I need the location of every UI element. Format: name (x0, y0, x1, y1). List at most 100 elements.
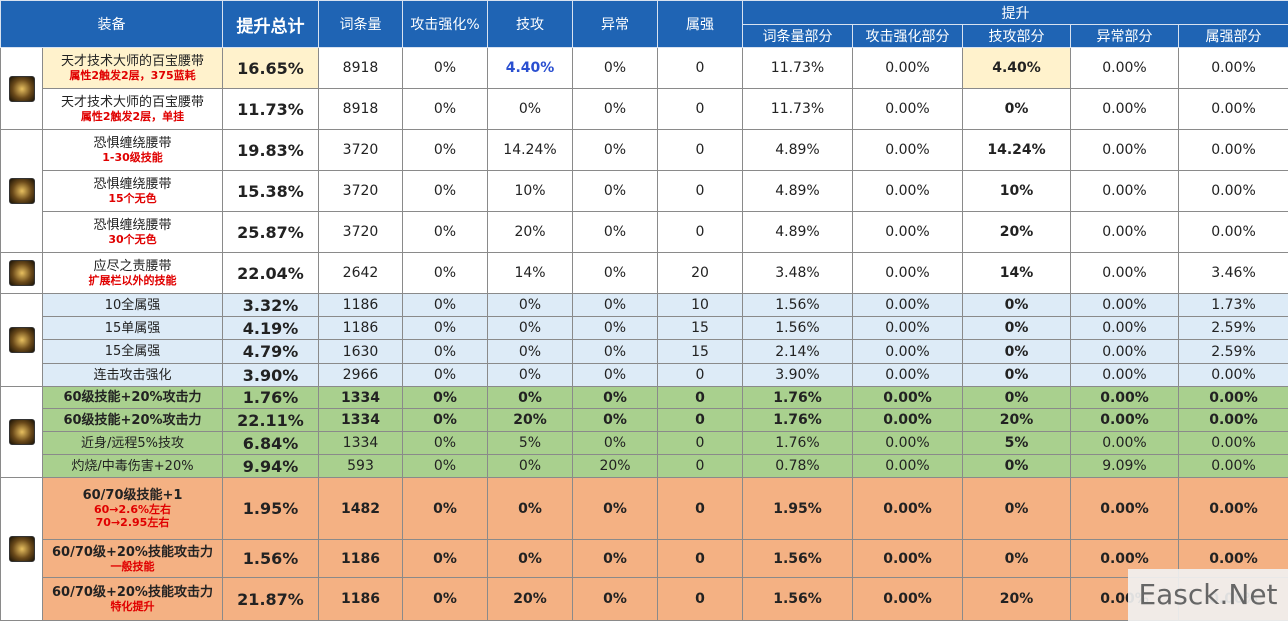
value-cell: 0% (572, 577, 658, 621)
value-cell: 0.00% (1177, 431, 1288, 455)
value-cell: 0% (572, 170, 658, 212)
header-cell: 词条量部分 (742, 24, 853, 48)
value-cell: 0% (962, 454, 1071, 478)
value-cell: 21.87% (222, 577, 319, 621)
value-cell: 0.00% (1070, 431, 1179, 455)
value-cell: 2.14% (742, 339, 853, 364)
value-cell: 1.95% (222, 477, 319, 540)
value-cell: 6.84% (222, 431, 319, 455)
value-cell: 0 (657, 170, 743, 212)
value-cell: 0.00% (1177, 129, 1288, 171)
value-cell: 1186 (318, 293, 403, 317)
item-name: 恐惧缠绕腰带 (93, 218, 172, 233)
table-row: 恐惧缠绕腰带 1-30级技能 19.83% 3720 0% 14.24% 0% 0 4.89% 0… (0, 129, 1288, 253)
value-cell: 0 (657, 47, 743, 89)
name-cell: 应尽之责腰带 扩展栏以外的技能 (42, 252, 223, 294)
item-icon (8, 75, 35, 102)
value-cell: 0.00% (852, 408, 963, 432)
value-cell: 1334 (318, 408, 403, 432)
value-cell: 0% (402, 47, 488, 89)
value-cell: 14% (962, 252, 1071, 294)
table-row: 恐惧缠绕腰带 30个无色 25.87% 3720 0% 20% 0% 0 4.89% 0.00% 2… (0, 211, 1288, 253)
value-cell: 0% (572, 363, 658, 387)
value-cell: 0.00% (852, 88, 963, 130)
value-cell: 0% (572, 129, 658, 171)
value-cell: 0.00% (1070, 477, 1179, 540)
value-cell: 0.00% (1070, 129, 1179, 171)
value-cell: 0.00% (852, 431, 963, 455)
name-cell: 恐惧缠绕腰带 15个无色 (42, 170, 223, 212)
value-cell: 0.00% (1177, 88, 1288, 130)
item-note: 1-30级技能 (102, 151, 163, 164)
item-name: 60/70级+20%技能攻击力 (52, 585, 213, 600)
table-row: 10全属强 3.32% 1186 0% 0% 0% 10 1.56% 0.00% 0% 0.00% 1… (0, 293, 1288, 387)
value-cell: 22.11% (222, 408, 319, 432)
value-cell: 9.94% (222, 454, 319, 478)
value-cell: 0% (402, 129, 488, 171)
value-cell: 1.76% (742, 386, 853, 409)
value-cell: 0.00% (1177, 211, 1288, 253)
name-cell: 灼烧/中毒伤害+20% (42, 454, 223, 478)
value-cell: 0% (402, 477, 488, 540)
value-cell: 15.38% (222, 170, 319, 212)
table-row: 60级技能+20%攻击力 22.11% 1334 0% 20% 0% 0 1.76% 0.00%… (0, 408, 1288, 432)
value-cell: 0% (487, 293, 573, 317)
table-row: 60/70级+20%技能攻击力 特化提升 21.87% 1186 0% 20% 0% 0 1.5… (0, 577, 1288, 621)
value-cell: 20% (962, 408, 1071, 432)
value-cell: 0% (962, 88, 1071, 130)
value-cell: 0% (487, 316, 573, 340)
value-cell: 4.40% (487, 47, 573, 89)
value-cell: 0.00% (1070, 252, 1179, 294)
value-cell: 15 (657, 316, 743, 340)
value-cell: 1.56% (222, 539, 319, 578)
item-note: 30个无色 (108, 233, 157, 246)
value-cell: 0% (487, 454, 573, 478)
value-cell: 2966 (318, 363, 403, 387)
value-cell: 0% (962, 316, 1071, 340)
value-cell: 1630 (318, 339, 403, 364)
value-cell: 0.00% (852, 477, 963, 540)
value-cell: 0.00% (852, 252, 963, 294)
item-note: 一般技能 (110, 559, 155, 573)
item-icon (8, 178, 35, 204)
item-name: 恐惧缠绕腰带 (93, 177, 172, 192)
value-cell: 0% (572, 47, 658, 89)
value-cell: 0.00% (1070, 339, 1179, 364)
item-name: 近身/远程5%技攻 (80, 435, 184, 451)
value-cell: 3720 (318, 211, 403, 253)
value-cell: 0.00% (1070, 316, 1179, 340)
value-cell: 0% (402, 577, 488, 621)
item-name: 应尽之责腰带 (93, 259, 172, 274)
value-cell: 0.00% (852, 339, 963, 364)
value-cell: 1.73% (1177, 293, 1288, 317)
value-cell: 0% (487, 386, 573, 409)
value-cell: 3720 (318, 170, 403, 212)
value-cell: 3720 (318, 129, 403, 171)
name-cell: 60/70级+20%技能攻击力 一般技能 (42, 539, 223, 578)
value-cell: 20% (572, 454, 658, 478)
item-name: 60级技能+20%攻击力 (63, 390, 202, 405)
value-cell: 0% (402, 252, 488, 294)
value-cell: 0% (487, 363, 573, 387)
value-cell: 11.73% (742, 88, 853, 130)
value-cell: 0.00% (1177, 363, 1288, 387)
value-cell: 0% (572, 431, 658, 455)
value-cell: 1334 (318, 431, 403, 455)
header-cell: 装备 (0, 0, 223, 48)
icon-cell (0, 47, 43, 130)
header-cell: 异常 (572, 0, 658, 48)
value-cell: 0.00% (1070, 211, 1179, 253)
value-cell: 0% (962, 293, 1071, 317)
value-cell: 0.00% (852, 211, 963, 253)
value-cell: 0% (402, 539, 488, 578)
table-row: 60级技能+20%攻击力 1.76% 1334 0% 0% 0% 0 1.76% 0.00% 0%… (0, 386, 1288, 478)
value-cell: 0 (657, 577, 743, 621)
value-cell: 0 (657, 363, 743, 387)
name-cell: 连击攻击强化 (42, 363, 223, 387)
value-cell: 0% (402, 386, 488, 409)
name-cell: 恐惧缠绕腰带 30个无色 (42, 211, 223, 253)
value-cell: 1.56% (742, 293, 853, 317)
value-cell: 25.87% (222, 211, 319, 253)
item-name: 60级技能+20%攻击力 (63, 412, 202, 428)
value-cell: 10% (962, 170, 1071, 212)
